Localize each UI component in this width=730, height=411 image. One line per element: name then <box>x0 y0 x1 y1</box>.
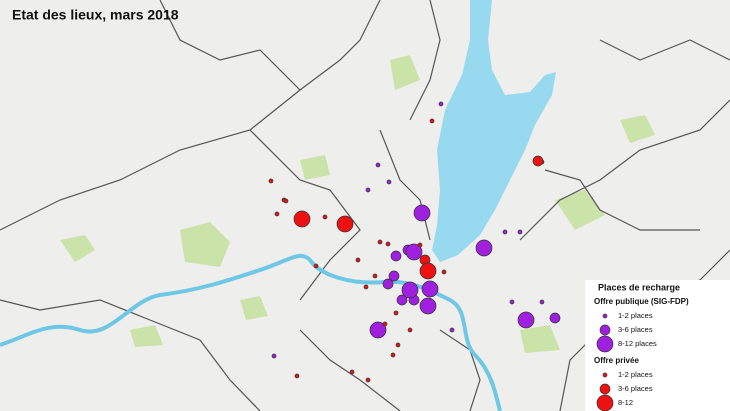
charging-station <box>390 352 396 358</box>
charging-station <box>441 269 447 275</box>
legend-group-title: Offre publique (SIG-FDP) <box>594 297 689 306</box>
charging-station <box>438 101 444 107</box>
legend-symbol <box>602 313 608 319</box>
charging-station <box>419 297 437 315</box>
green-areas <box>60 55 655 353</box>
charging-station <box>395 342 401 348</box>
charging-station <box>388 270 400 282</box>
charging-station <box>375 162 381 168</box>
legend-label: 8-12 <box>618 398 633 407</box>
map-title: Etat des lieux, mars 2018 <box>12 7 179 23</box>
charging-station <box>363 284 369 290</box>
legend-label: 1-2 places <box>618 311 653 320</box>
charging-station <box>271 353 277 359</box>
legend-label: 1-2 places <box>618 370 653 379</box>
charging-station <box>502 229 508 235</box>
charging-station <box>449 327 455 333</box>
charging-station <box>283 198 289 204</box>
charging-station <box>517 311 535 329</box>
charging-station <box>382 321 388 327</box>
charging-station <box>372 273 378 279</box>
legend-symbol <box>602 372 608 378</box>
charging-station <box>413 204 431 222</box>
charging-station <box>549 312 561 324</box>
charging-station <box>369 321 387 339</box>
legend: Offre publique (SIG-FDP) 1-2 places 3-6 pl… <box>594 297 689 411</box>
legend-title: Places de recharge <box>598 282 680 292</box>
charging-station <box>365 377 371 383</box>
legend-symbol <box>596 394 614 411</box>
charging-station <box>421 280 439 298</box>
charging-station <box>407 327 413 333</box>
charging-station <box>419 262 437 280</box>
legend-label: 8-12 places <box>618 339 657 348</box>
legend-symbol <box>596 335 614 353</box>
legend-symbol <box>599 324 611 336</box>
charging-station <box>417 242 423 248</box>
legend-group-title: Offre privée <box>594 356 639 365</box>
charging-station <box>349 369 355 375</box>
charging-station <box>396 294 408 306</box>
charging-station <box>377 239 383 245</box>
charging-station <box>509 299 515 305</box>
charging-station <box>322 214 328 220</box>
charging-station <box>382 278 394 290</box>
charging-station <box>393 310 399 316</box>
charging-station <box>517 229 523 235</box>
legend-label: 3-6 places <box>618 384 653 393</box>
markers <box>268 101 561 383</box>
charging-station <box>336 215 354 233</box>
river <box>0 253 502 411</box>
charging-station <box>293 210 311 228</box>
charging-station <box>385 241 391 247</box>
charging-station <box>268 178 274 184</box>
charging-station <box>532 155 544 167</box>
charging-station <box>386 179 392 185</box>
charging-station <box>390 250 402 262</box>
charging-station <box>274 211 280 217</box>
charging-station <box>313 263 319 269</box>
charging-station <box>365 187 371 193</box>
charging-station <box>539 299 545 305</box>
charging-station <box>405 243 423 261</box>
lake <box>432 0 556 262</box>
legend-symbol <box>599 383 611 395</box>
charging-station <box>475 239 493 257</box>
charging-station <box>355 257 361 263</box>
legend-label: 3-6 places <box>618 325 653 334</box>
charging-station <box>401 281 419 299</box>
charging-station <box>294 373 300 379</box>
charging-station <box>429 118 435 124</box>
